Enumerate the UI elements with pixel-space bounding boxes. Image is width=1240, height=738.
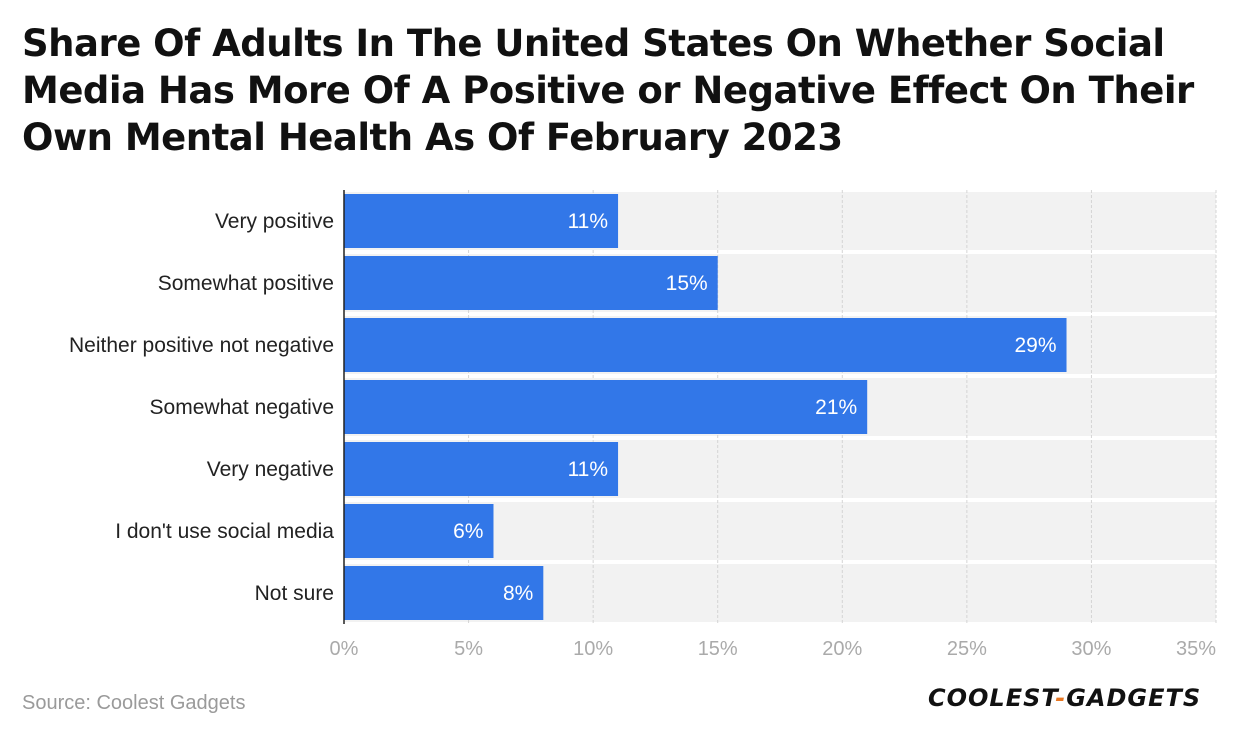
category-label: Very positive <box>215 210 334 233</box>
x-tick-label: 30% <box>1071 638 1111 660</box>
category-label: I don't use social media <box>115 520 334 543</box>
bar <box>344 380 868 434</box>
bar-chart: Very positive 11% Somewhat positive 15% Neit… <box>69 190 1217 660</box>
value-label: 29% <box>1014 334 1056 357</box>
bar <box>344 194 619 248</box>
category-label: Very negative <box>207 458 334 481</box>
bar <box>344 318 1067 372</box>
x-tick-label: 5% <box>454 638 483 660</box>
bar <box>344 504 494 558</box>
category-label: Neither positive not negative <box>69 334 334 357</box>
x-tick-label: 15% <box>698 638 738 660</box>
x-tick-label: 20% <box>822 638 862 660</box>
logo-text-gadgets: GADGETS <box>1066 684 1202 712</box>
category-label: Somewhat negative <box>150 396 334 419</box>
bar <box>344 442 619 496</box>
x-tick-label: 0% <box>330 638 359 660</box>
bar <box>344 256 718 310</box>
coolest-gadgets-logo: COOLEST-GADGETS <box>928 684 1201 712</box>
logo-dash: - <box>1055 684 1067 712</box>
chart-title: Share Of Adults In The United States On … <box>22 22 1194 159</box>
x-tick-label: 10% <box>573 638 613 660</box>
category-label: Somewhat positive <box>158 272 334 295</box>
value-label: 11% <box>568 458 608 481</box>
bar <box>344 566 544 620</box>
value-label: 21% <box>815 396 857 419</box>
value-label: 11% <box>568 210 608 233</box>
value-label: 6% <box>453 520 483 543</box>
source-note: Source: Coolest Gadgets <box>22 692 246 714</box>
logo-text-coolest: COOLEST <box>928 684 1056 712</box>
value-label: 15% <box>666 272 708 295</box>
value-label: 8% <box>503 582 533 605</box>
x-tick-label: 25% <box>947 638 987 660</box>
x-tick-label: 35% <box>1176 638 1216 660</box>
category-label: Not sure <box>255 582 334 605</box>
